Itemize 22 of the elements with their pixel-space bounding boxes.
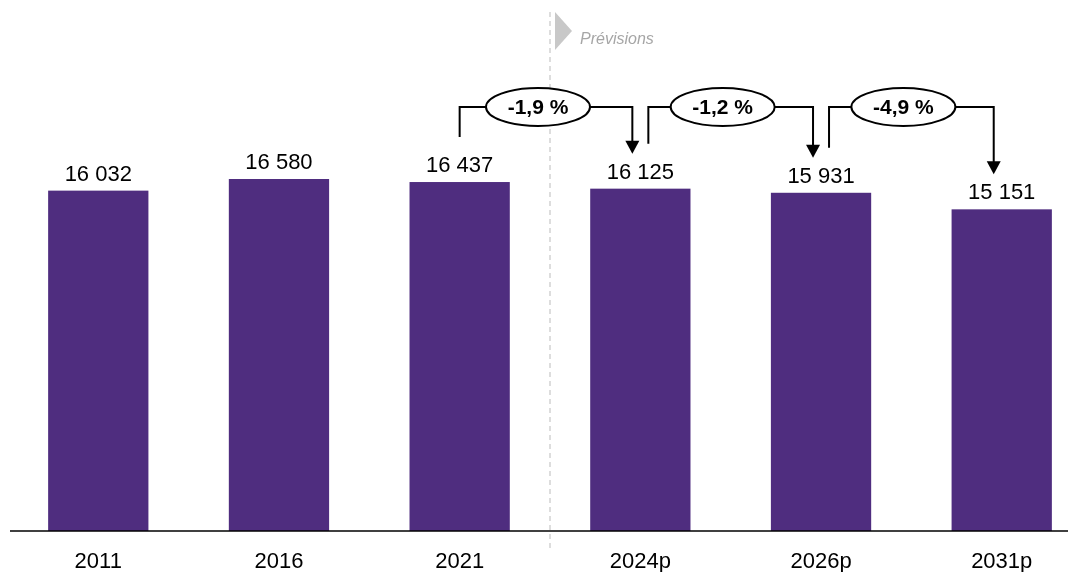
bar <box>228 179 330 531</box>
text: Prévisions <box>580 30 654 47</box>
bar <box>770 192 872 531</box>
x-tick-label: 2026p <box>790 548 852 572</box>
x-tick-label: 2021 <box>435 548 485 572</box>
x-tick-label: 2011 <box>74 548 122 572</box>
data-label: 15 931 <box>787 162 855 188</box>
text: -4,9 % <box>873 95 935 118</box>
bar <box>409 182 510 531</box>
data-label: 16 437 <box>426 152 494 178</box>
data-label: 16 032 <box>64 160 132 186</box>
bar <box>48 190 149 531</box>
x-tick-label: 2031p <box>971 548 1033 572</box>
x-tick-label: 2016 <box>254 548 304 572</box>
x-tick-label: 2024p <box>609 548 671 572</box>
data-label: 15 151 <box>968 179 1036 205</box>
data-label: 16 125 <box>606 158 674 184</box>
text: -1,9 % <box>507 95 569 118</box>
text: -1,2 % <box>692 95 754 118</box>
bar <box>590 188 691 531</box>
data-label: 16 580 <box>245 149 313 174</box>
bar <box>951 209 1052 531</box>
